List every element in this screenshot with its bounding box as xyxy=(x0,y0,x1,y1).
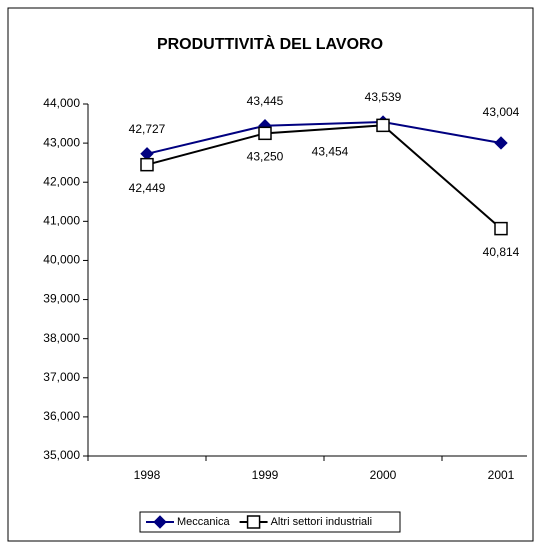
data-point xyxy=(258,126,272,141)
legend-label: Meccanica xyxy=(177,516,230,528)
chart-frame xyxy=(7,7,534,542)
y-tick-label: 37,000 xyxy=(43,370,80,384)
x-tick-label: 1999 xyxy=(252,468,279,482)
y-tick-label: 43,000 xyxy=(43,135,80,149)
y-tick-label: 44,000 xyxy=(43,96,80,110)
y-tick-label: 38,000 xyxy=(43,331,80,345)
x-tick-label: 1998 xyxy=(134,468,161,482)
y-tick-label: 40,000 xyxy=(43,253,80,267)
data-point xyxy=(494,136,508,150)
x-tick-label: 2000 xyxy=(370,468,397,482)
data-point xyxy=(376,118,390,133)
legend-marker xyxy=(246,515,261,529)
chart-title: PRODUTTIVITÀ DEL LAVORO xyxy=(157,34,383,53)
data-label: 43,250 xyxy=(247,150,284,164)
data-point xyxy=(140,157,154,172)
legend-marker xyxy=(153,515,167,529)
y-tick-label: 39,000 xyxy=(43,292,80,306)
x-tick-label: 2001 xyxy=(488,468,515,482)
data-label: 43,454 xyxy=(312,145,349,159)
data-label: 42,449 xyxy=(129,181,166,195)
y-tick-label: 36,000 xyxy=(43,409,80,423)
series-line xyxy=(146,121,502,155)
legend-box xyxy=(139,511,401,533)
data-label: 43,445 xyxy=(247,94,284,108)
legend-label: Altri settori industriali xyxy=(271,516,372,528)
data-label: 40,814 xyxy=(483,245,520,259)
y-tick-label: 41,000 xyxy=(43,214,80,228)
y-tick-label: 35,000 xyxy=(43,448,80,462)
series-line xyxy=(146,124,502,230)
data-label: 43,004 xyxy=(483,105,520,119)
data-label: 43,539 xyxy=(365,90,402,104)
data-label: 42,727 xyxy=(129,122,166,136)
y-tick-label: 42,000 xyxy=(43,174,80,188)
data-point xyxy=(494,221,508,236)
